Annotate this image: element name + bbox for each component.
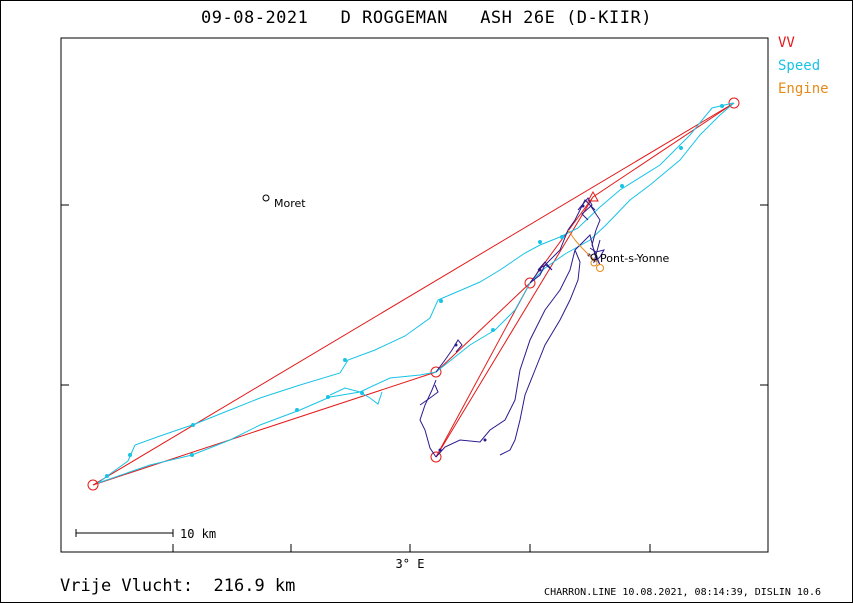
task-legs [92, 102, 735, 486]
glider-name: ASH 26E (D-KIIR) [480, 8, 652, 28]
turnpoint-3 [524, 277, 536, 289]
distance-summary: Vrije Vlucht: 216.9 km [60, 576, 296, 596]
scale-label: 10 km [180, 527, 216, 541]
legend-speed: Speed [778, 58, 821, 74]
place-pont-s-yonne: Pont-s-Yonne [590, 252, 670, 265]
turnpoint-4 [430, 451, 442, 463]
place-label-pont-s-yonne: Pont-s-Yonne [600, 252, 670, 265]
plot-area [60, 37, 769, 553]
turnpoint-5 [587, 190, 599, 202]
flight-track [419, 197, 606, 458]
track-markers [438, 204, 591, 452]
turnpoints [87, 97, 740, 491]
place-marker-icon [262, 194, 270, 202]
speed-markers [105, 104, 724, 478]
engine-segment [567, 229, 604, 272]
legend-engine: Engine [778, 81, 829, 97]
scale-bar [75, 529, 174, 537]
x-tick-label: 3° E [396, 557, 425, 571]
turnpoint-1 [728, 97, 740, 109]
legend-vv: VV [778, 35, 795, 51]
pilot-name: D ROGGEMAN [340, 8, 448, 28]
flight-title: 09-08-2021 D ROGGEMAN ASH 26E (D-KIIR) [0, 8, 853, 28]
axis-ticks [61, 204, 768, 552]
turnpoint-2 [430, 366, 442, 378]
flight-date: 09-08-2021 [201, 8, 309, 28]
place-label-moret: Moret [274, 197, 306, 210]
place-moret: Moret [262, 194, 306, 210]
place-marker-icon [590, 253, 598, 261]
render-info: CHARRON.LINE 10.08.2021, 08:14:39, DISLI… [544, 587, 821, 598]
turnpoint-start [87, 479, 99, 491]
